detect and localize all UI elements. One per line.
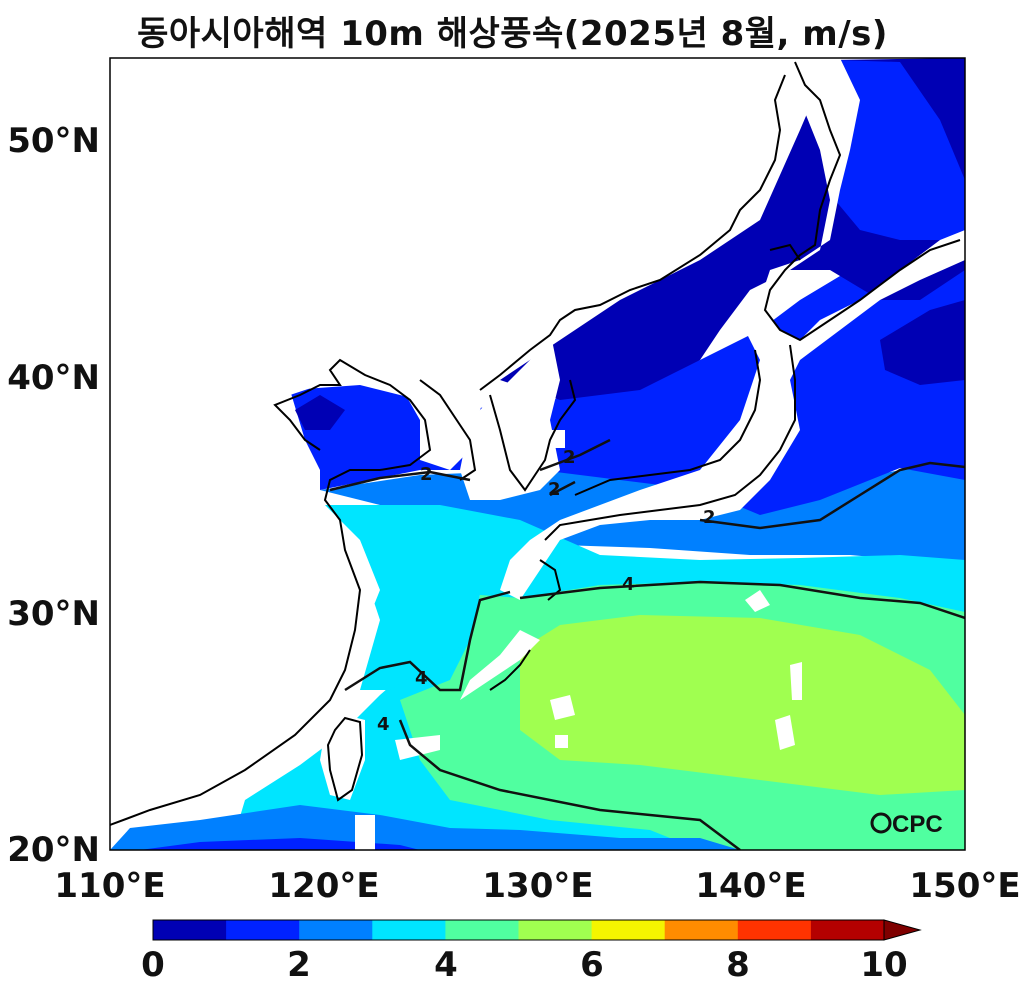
contour-label: 2 (420, 464, 433, 485)
colorbar-segment (664, 920, 739, 940)
contour-label: 2 (563, 447, 576, 468)
band-1-2-east (835, 60, 965, 240)
colorbar-segment (372, 920, 446, 940)
lon-tick: 130°E (482, 866, 594, 906)
colorbar-tick: 8 (726, 945, 750, 985)
cpc-logo: CPC (870, 811, 943, 838)
colorbar-segment (445, 920, 519, 940)
contour-label: 2 (548, 479, 561, 500)
contour-label: 2 (703, 507, 716, 528)
lon-tick: 120°E (268, 866, 380, 906)
contour-4 (519, 580, 965, 620)
lat-tick: 30°N (7, 594, 100, 634)
lon-tick: 150°E (909, 866, 1021, 906)
contour-2 (699, 461, 965, 530)
band-5-6 (520, 615, 965, 795)
colorbar-segment (226, 920, 300, 940)
colorbar-tick: 6 (580, 945, 604, 985)
lon-tick: 140°E (695, 866, 807, 906)
colorbar-segment (299, 920, 373, 940)
land-ryukyu (460, 630, 540, 700)
colorbar-segment (518, 920, 593, 940)
colorbar-segment (591, 920, 666, 940)
contour-4 (398, 719, 741, 850)
colorbar-tick: 0 (141, 945, 165, 985)
lon-tick: 110°E (54, 866, 166, 906)
contour-label: 4 (622, 574, 635, 595)
colorbar-tick: 2 (287, 945, 311, 985)
contour-2 (549, 480, 576, 497)
lat-tick: 20°N (7, 830, 100, 870)
contour-4 (344, 590, 511, 692)
lat-tick: 40°N (7, 358, 100, 398)
land-asia (110, 58, 790, 830)
contour-2 (329, 470, 471, 492)
land-sakhalin-hokkaido (500, 58, 965, 600)
coastlines (110, 61, 961, 826)
colorbar-tick: 4 (434, 945, 458, 985)
lat-tick: 50°N (7, 121, 100, 161)
contour-label-group: 2 2 2 2 4 4 4 (377, 447, 716, 735)
colorbar-border (152, 919, 885, 941)
logo-text: CPC (892, 811, 943, 838)
colorbar-segment (153, 920, 227, 940)
contour-label: 4 (377, 714, 390, 735)
plot-border (109, 57, 966, 851)
colorbar-segment (737, 920, 812, 940)
contour-label: 4 (415, 668, 428, 689)
wind-contours (329, 438, 965, 850)
band-1-2-south (140, 838, 420, 850)
map-plot: 2 2 2 2 4 4 4 CPC (110, 58, 965, 850)
band-3-4-north (320, 505, 965, 690)
colorbar-segment (810, 920, 885, 940)
colorbar (152, 919, 922, 941)
land-korea (460, 330, 560, 500)
colorbar-extend-arrow (883, 919, 922, 941)
colorbar-tick: 10 (860, 945, 908, 985)
band-0-1-bohai (295, 395, 345, 430)
band-2-3-south (110, 805, 740, 850)
map-title: 동아시아해역 10m 해상풍속(2025년 8월, m/s) (137, 14, 888, 54)
contour-2 (539, 438, 611, 472)
band-0-1-east (880, 300, 965, 385)
